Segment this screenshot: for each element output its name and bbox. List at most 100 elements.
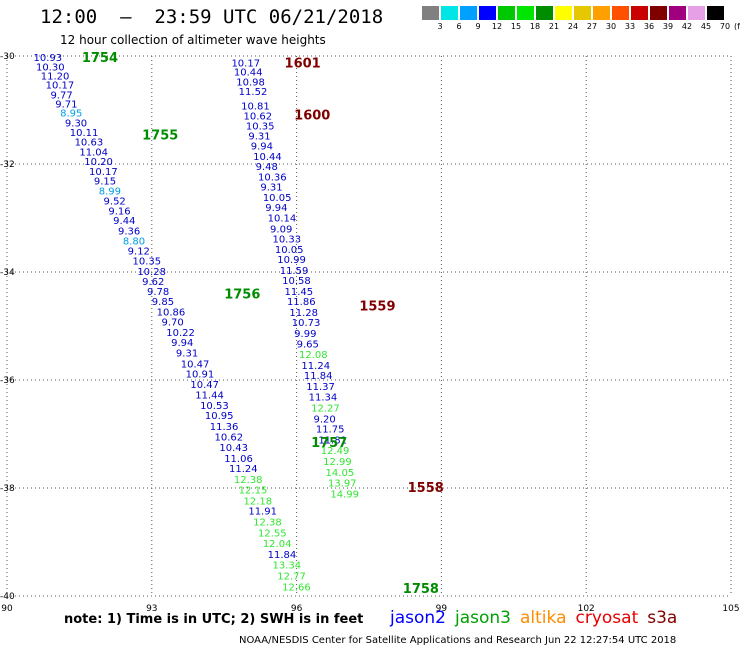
wave-height-value: 11.84 (304, 371, 333, 382)
page-title: 12:00 – 23:59 UTC 06/21/2018 (40, 6, 384, 28)
wave-height-value: 9.94 (251, 142, 273, 153)
wave-height-value: 9.65 (297, 339, 319, 350)
color-swatch (650, 6, 667, 20)
satellite-legend: jason2 jason3 altika cryosat s3a (390, 608, 686, 628)
wave-height-value: 11.36 (210, 422, 239, 433)
wave-height-value: 11.34 (309, 393, 338, 404)
wave-height-value: 11.37 (306, 382, 335, 393)
color-swatch (479, 6, 496, 20)
wave-height-value: 12.08 (299, 350, 328, 361)
lat-tick-label: -30 (0, 52, 15, 62)
wave-height-value: 9.62 (142, 277, 164, 288)
credit-line: NOAA/NESDIS Center for Satellite Applica… (239, 635, 677, 646)
wave-height-value: 9.70 (161, 318, 183, 329)
pass-time-label: 1600 (294, 108, 330, 123)
color-swatch (688, 6, 705, 20)
wave-height-value: 10.33 (272, 235, 301, 246)
wave-height-value: 11.81 (318, 435, 347, 446)
wave-height-value: 12.15 (239, 486, 268, 497)
wave-height-value: 10.86 (157, 307, 186, 318)
legend-item-jason3: jason3 (455, 608, 511, 628)
wave-height-value: 10.43 (219, 443, 248, 454)
wave-height-value: 11.84 (268, 550, 297, 561)
color-scale-label: 45 (700, 22, 712, 31)
wave-height-value: 10.91 (186, 370, 215, 381)
color-swatch (460, 6, 477, 20)
wave-height-value: 10.30 (36, 62, 65, 73)
color-swatch (574, 6, 591, 20)
wave-height-value: 10.93 (34, 53, 63, 64)
color-scale-label: 18 (529, 22, 541, 31)
wave-height-value: 9.31 (260, 183, 282, 194)
wave-height-value: 9.94 (265, 203, 287, 214)
wave-height-value: 10.35 (132, 257, 161, 268)
lon-tick-label: 96 (291, 604, 303, 614)
color-swatch (498, 6, 515, 20)
wave-height-value: 9.12 (128, 246, 150, 257)
wave-height-value: 10.22 (166, 328, 195, 339)
wave-height-value: 10.98 (236, 77, 265, 88)
wave-height-value: 9.78 (147, 287, 169, 298)
wave-height-value: 10.47 (190, 380, 219, 391)
lat-tick-label: -32 (0, 160, 15, 170)
color-scale-label: 39 (662, 22, 674, 31)
wave-height-value: 10.05 (263, 193, 292, 204)
page-subtitle: 12 hour collection of altimeter wave hei… (60, 33, 326, 47)
note-text: note: 1) Time is in UTC; 2) SWH is in fe… (64, 612, 364, 627)
wave-height-value: 11.52 (239, 87, 268, 98)
lon-tick-label: 105 (722, 604, 739, 614)
legend-item-cryosat: cryosat (575, 608, 639, 628)
color-scale-label: 42 (681, 22, 693, 31)
wave-height-value: 12.66 (282, 582, 311, 593)
color-swatch (612, 6, 629, 20)
wave-height-value: 10.44 (234, 68, 263, 79)
pass-time-label: 1755 (142, 128, 178, 143)
wave-height-value: 9.09 (270, 224, 292, 235)
color-scale-label: 12 (491, 22, 503, 31)
wave-height-value: 8.95 (60, 109, 82, 120)
color-swatch (422, 6, 439, 20)
color-swatch (631, 6, 648, 20)
pass-time-label: 1559 (359, 299, 395, 314)
wave-height-value: 9.30 (65, 118, 87, 129)
color-scale-label: 70 (719, 22, 731, 31)
wave-height-value: 14.05 (326, 468, 355, 479)
color-swatch (593, 6, 610, 20)
wave-height-value: 10.99 (277, 255, 306, 266)
wave-height-value: 10.36 (258, 172, 287, 183)
wave-height-value: 13.97 (328, 479, 357, 490)
color-swatch (517, 6, 534, 20)
wave-height-value: 9.94 (171, 338, 193, 349)
wave-height-value: 9.31 (176, 348, 198, 359)
wave-height-value: 10.62 (244, 111, 273, 122)
wave-height-value: 10.73 (292, 318, 321, 329)
wave-height-value: 8.80 (123, 237, 145, 248)
wave-height-value: 10.81 (241, 102, 270, 113)
wave-height-value: 11.44 (195, 391, 224, 402)
wave-height-value: 10.95 (205, 411, 234, 422)
wave-height-value: 12.38 (253, 517, 282, 528)
color-swatch (555, 6, 572, 20)
wave-height-value: 13.34 (272, 561, 301, 572)
wave-height-value: 10.17 (231, 58, 260, 69)
pass-time-label: 1754 (82, 51, 118, 66)
wave-height-value: 11.24 (229, 464, 258, 475)
wave-height-value: 11.20 (41, 71, 70, 82)
wave-height-value: 11.24 (301, 361, 330, 372)
wave-height-value: 9.85 (152, 297, 174, 308)
wave-height-value: 9.16 (108, 206, 130, 217)
wave-height-value: 9.44 (113, 216, 135, 227)
lon-tick-label: 93 (146, 604, 157, 614)
color-scale-label: 24 (567, 22, 579, 31)
pass-time-label: 1558 (408, 481, 444, 496)
lat-tick-label: -40 (0, 592, 15, 602)
wave-height-value: 8.99 (99, 186, 121, 197)
wave-height-value: 11.59 (280, 266, 309, 277)
wave-height-value: 11.91 (248, 507, 277, 518)
wave-height-value: 10.14 (268, 213, 297, 224)
wave-height-value: 9.15 (94, 177, 116, 188)
wave-height-value: 12.18 (244, 496, 273, 507)
lat-tick-label: -34 (0, 268, 15, 278)
wave-height-value: 10.20 (84, 157, 113, 168)
legend-item-s3a: s3a (647, 608, 678, 628)
